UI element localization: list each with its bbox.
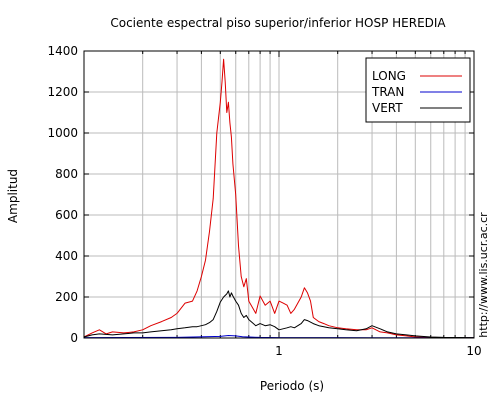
legend-label-tran: TRAN <box>371 85 404 99</box>
y-tick-label: 600 <box>55 208 78 222</box>
series-line-vert <box>83 290 475 339</box>
y-tick-label: 1000 <box>47 126 78 140</box>
legend-label-vert: VERT <box>372 101 403 115</box>
y-tick-label: 0 <box>70 331 78 345</box>
legend-box <box>365 57 471 123</box>
y-axis-ticks: 0 200 400 600 800 1000 1200 1400 <box>47 44 474 345</box>
y-tick-label: 800 <box>55 167 78 181</box>
chart-title: Cociente espectral piso superior/inferio… <box>110 16 446 30</box>
legend: LONG TRAN VERT <box>365 57 471 123</box>
y-tick-label: 1200 <box>47 85 78 99</box>
watermark-url: http://www.lis.ucr.ac.cr <box>477 212 490 338</box>
series-line-long <box>83 58 474 339</box>
y-tick-label: 200 <box>55 290 78 304</box>
y-axis-label: Amplitud <box>6 169 20 223</box>
plot-frame <box>83 50 475 339</box>
y-tick-label: 1400 <box>47 44 78 58</box>
x-axis-label: Periodo (s) <box>260 379 324 393</box>
legend-label-long: LONG <box>372 69 406 83</box>
y-tick-label: 400 <box>55 249 78 263</box>
x-tick-label: 10 <box>466 344 481 358</box>
x-tick-label: 1 <box>275 344 283 358</box>
